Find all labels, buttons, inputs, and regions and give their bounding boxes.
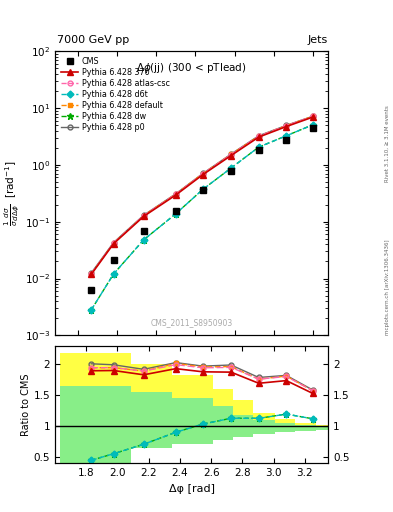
- X-axis label: Δφ [rad]: Δφ [rad]: [169, 484, 215, 494]
- Text: 7000 GeV pp: 7000 GeV pp: [57, 34, 129, 45]
- Text: Rivet 3.1.10, ≥ 3.1M events: Rivet 3.1.10, ≥ 3.1M events: [385, 105, 389, 182]
- Legend: CMS, Pythia 6.428 370, Pythia 6.428 atlas-csc, Pythia 6.428 d6t, Pythia 6.428 de: CMS, Pythia 6.428 370, Pythia 6.428 atla…: [59, 55, 171, 134]
- Text: Jets: Jets: [308, 34, 328, 45]
- Text: CMS_2011_S8950903: CMS_2011_S8950903: [151, 318, 233, 327]
- Text: mcplots.cern.ch [arXiv:1306.3436]: mcplots.cern.ch [arXiv:1306.3436]: [385, 239, 389, 334]
- Text: $\Delta\phi$(jj) (300 < pTlead): $\Delta\phi$(jj) (300 < pTlead): [136, 61, 247, 75]
- Y-axis label: Ratio to CMS: Ratio to CMS: [21, 373, 31, 436]
- Y-axis label: $\frac{1}{\sigma}\frac{d\sigma}{d\Delta\phi}$  [rad$^{-1}$]: $\frac{1}{\sigma}\frac{d\sigma}{d\Delta\…: [3, 160, 22, 226]
